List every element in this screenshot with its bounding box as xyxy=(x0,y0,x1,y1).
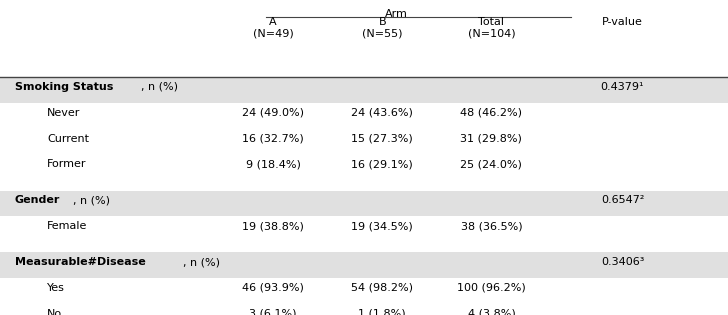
Bar xyxy=(0,77,728,103)
Text: , n (%): , n (%) xyxy=(183,257,221,267)
Text: 24 (43.6%): 24 (43.6%) xyxy=(352,108,413,118)
Bar xyxy=(0,252,728,278)
Text: Gender: Gender xyxy=(15,195,60,205)
Text: 3 (6.1%): 3 (6.1%) xyxy=(249,309,297,315)
Text: Current: Current xyxy=(47,134,90,144)
Text: 0.3406³: 0.3406³ xyxy=(601,257,644,267)
Text: Measurable#Disease: Measurable#Disease xyxy=(15,257,146,267)
Text: 19 (38.8%): 19 (38.8%) xyxy=(242,221,304,231)
Text: 19 (34.5%): 19 (34.5%) xyxy=(352,221,413,231)
Text: 0.4379¹: 0.4379¹ xyxy=(601,82,644,92)
Text: Total
(N=104): Total (N=104) xyxy=(467,17,515,39)
Text: 24 (49.0%): 24 (49.0%) xyxy=(242,108,304,118)
Text: Female: Female xyxy=(47,221,87,231)
Text: 54 (98.2%): 54 (98.2%) xyxy=(351,283,414,293)
Bar xyxy=(0,191,728,216)
Text: Smoking Status: Smoking Status xyxy=(15,82,113,92)
Text: A
(N=49): A (N=49) xyxy=(253,17,293,39)
Text: 0.6547²: 0.6547² xyxy=(601,195,644,205)
Text: 16 (29.1%): 16 (29.1%) xyxy=(352,159,413,169)
Text: 31 (29.8%): 31 (29.8%) xyxy=(461,134,522,144)
Text: 25 (24.0%): 25 (24.0%) xyxy=(461,159,522,169)
Text: Arm: Arm xyxy=(385,9,408,20)
Text: No: No xyxy=(47,309,63,315)
Text: , n (%): , n (%) xyxy=(141,82,178,92)
Text: P-value: P-value xyxy=(602,17,643,27)
Text: 15 (27.3%): 15 (27.3%) xyxy=(352,134,413,144)
Text: 48 (46.2%): 48 (46.2%) xyxy=(460,108,523,118)
Text: 1 (1.8%): 1 (1.8%) xyxy=(358,309,406,315)
Text: Never: Never xyxy=(47,108,81,118)
Text: Former: Former xyxy=(47,159,87,169)
Text: , n (%): , n (%) xyxy=(73,195,110,205)
Text: 100 (96.2%): 100 (96.2%) xyxy=(457,283,526,293)
Text: Yes: Yes xyxy=(47,283,66,293)
Text: 16 (32.7%): 16 (32.7%) xyxy=(242,134,304,144)
Text: B
(N=55): B (N=55) xyxy=(362,17,403,39)
Text: 4 (3.8%): 4 (3.8%) xyxy=(467,309,515,315)
Text: 46 (93.9%): 46 (93.9%) xyxy=(242,283,304,293)
Text: 38 (36.5%): 38 (36.5%) xyxy=(461,221,522,231)
Text: 9 (18.4%): 9 (18.4%) xyxy=(245,159,301,169)
